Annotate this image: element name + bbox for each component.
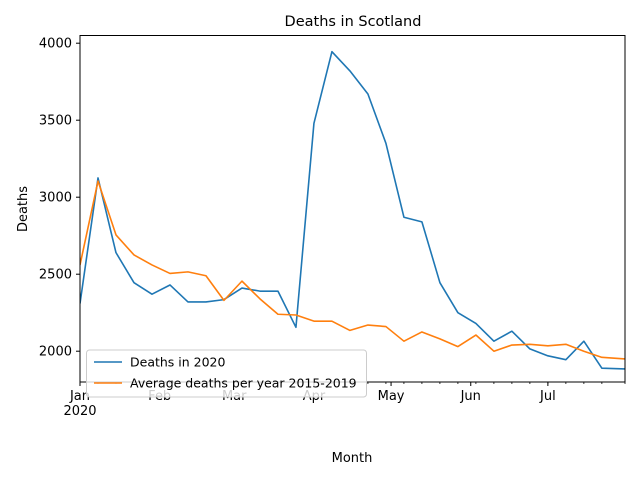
x-tick-year-label: 2020 bbox=[63, 404, 96, 419]
x-tick-label: Jun bbox=[460, 389, 481, 404]
series-line-average-deaths bbox=[80, 180, 625, 360]
chart-title: Deaths in Scotland bbox=[285, 14, 422, 30]
y-tick-label: 4000 bbox=[39, 37, 72, 52]
x-tick-label: Jul bbox=[539, 389, 556, 404]
series-line-deaths-2020 bbox=[80, 50, 625, 370]
series-lines bbox=[80, 50, 625, 370]
y-tick-label: 2500 bbox=[39, 268, 72, 283]
y-axis-label: Deaths bbox=[16, 186, 31, 232]
y-tick-label: 3000 bbox=[39, 191, 72, 206]
y-axis-ticks: 2000 2500 3000 3500 4000 bbox=[39, 37, 80, 360]
x-tick-label: May bbox=[378, 389, 405, 404]
legend: Deaths in 2020 Average deaths per year 2… bbox=[86, 349, 367, 398]
legend-label-deaths-2020: Deaths in 2020 bbox=[130, 355, 226, 370]
x-tick-label: Jan bbox=[69, 389, 90, 404]
y-tick-label: 2000 bbox=[39, 345, 72, 360]
legend-label-average-deaths: Average deaths per year 2015-2019 bbox=[130, 376, 357, 391]
y-tick-label: 3500 bbox=[39, 114, 72, 129]
legend-box bbox=[86, 349, 367, 398]
x-axis-label: Month bbox=[332, 451, 373, 466]
